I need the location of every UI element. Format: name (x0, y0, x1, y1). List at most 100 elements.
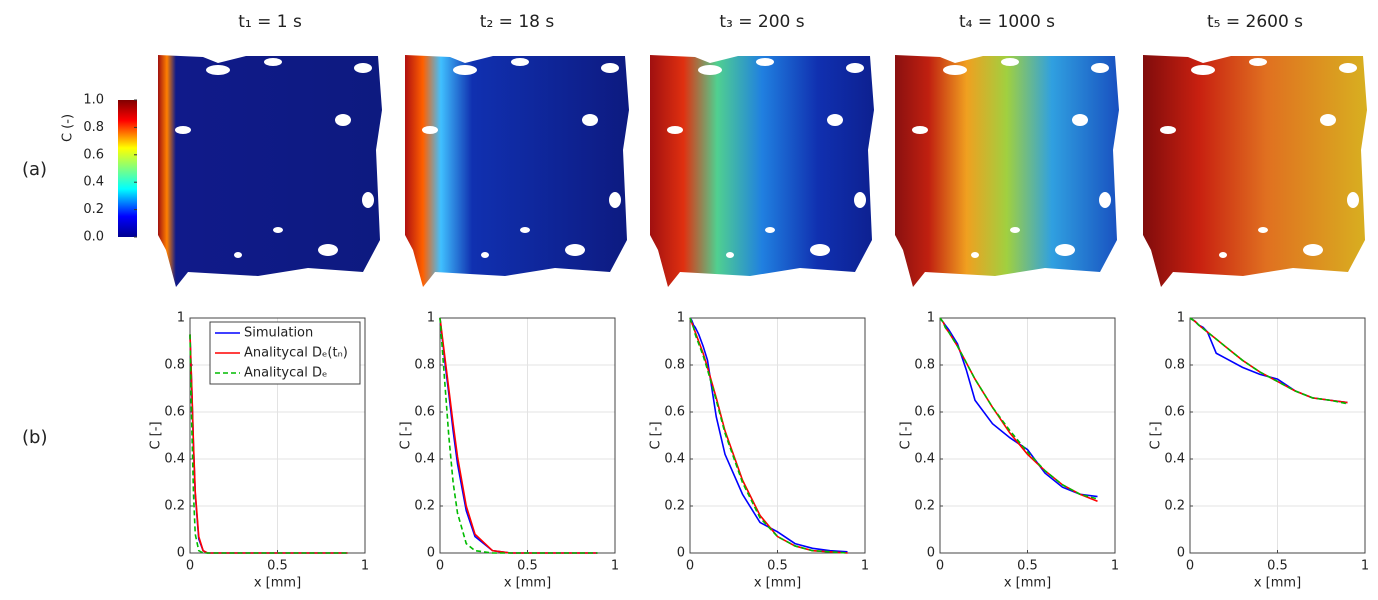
panel-label: (b) (22, 427, 47, 448)
y-tick-label: 0.2 (1164, 499, 1185, 514)
y-tick-label: 0.8 (914, 358, 935, 373)
y-tick-label: 1 (927, 311, 935, 326)
pore (318, 244, 338, 256)
y-tick-label: 0.6 (664, 405, 685, 420)
pore (810, 244, 830, 256)
pore (273, 227, 283, 233)
y-tick-label: 0.2 (664, 499, 685, 514)
snapshot-title: t₁ = 1 s (238, 12, 302, 32)
pore (234, 252, 242, 258)
y-tick-label: 0 (927, 546, 935, 561)
y-tick-label: 0 (177, 546, 185, 561)
series-line (439, 317, 598, 554)
y-tick-label: 0.8 (1164, 358, 1185, 373)
pore (1339, 63, 1357, 73)
x-tick-label: 0 (186, 559, 194, 574)
x-tick-label: 1 (611, 559, 619, 574)
y-axis-label: C [-] (649, 421, 664, 449)
colorbar-tick-label: 0.0 (83, 230, 104, 245)
pore (609, 192, 621, 208)
series-line (189, 334, 348, 554)
pore (756, 58, 774, 66)
y-tick-label: 0 (677, 546, 685, 561)
axes-frame (939, 317, 1116, 554)
x-tick-label: 0.5 (1267, 559, 1288, 574)
x-tick-label: 0 (1186, 559, 1194, 574)
y-tick-label: 0.4 (1164, 452, 1185, 467)
y-tick-label: 1 (677, 311, 685, 326)
y-tick-label: 0.8 (414, 358, 435, 373)
pore (511, 58, 529, 66)
pore (698, 65, 722, 75)
y-tick-label: 0.2 (414, 499, 435, 514)
pore (912, 126, 928, 134)
pore (422, 126, 438, 134)
pore (1258, 227, 1268, 233)
series-line (689, 317, 848, 554)
panel-label: (a) (22, 159, 47, 180)
y-tick-label: 0.6 (414, 405, 435, 420)
pore (1219, 252, 1227, 258)
y-axis-label: C [-] (399, 421, 414, 449)
x-tick-label: 1 (361, 559, 369, 574)
y-tick-label: 0.6 (1164, 405, 1185, 420)
colorbar-tick-label: 0.4 (83, 175, 104, 190)
x-axis-label: x [mm] (504, 576, 551, 591)
pore (520, 227, 530, 233)
x-tick-label: 1 (861, 559, 869, 574)
y-tick-label: 0 (1177, 546, 1185, 561)
snapshot-title: t₂ = 18 s (480, 12, 555, 32)
axes-frame (1189, 317, 1366, 554)
pore (264, 58, 282, 66)
concentration-map (405, 55, 629, 287)
y-tick-label: 0.6 (914, 405, 935, 420)
pore (1091, 63, 1109, 73)
pore (601, 63, 619, 73)
legend-label: Simulation (244, 326, 313, 341)
colorbar-tick-label: 1.0 (83, 93, 104, 108)
pore (943, 65, 967, 75)
y-tick-label: 0.4 (164, 452, 185, 467)
y-tick-label: 1 (177, 311, 185, 326)
colorbar-tick-label: 0.6 (83, 147, 104, 162)
concentration-map (895, 55, 1119, 287)
concentration-map (650, 55, 874, 287)
y-tick-label: 0.2 (164, 499, 185, 514)
pore (1072, 114, 1088, 126)
legend-label: Analitycal Dₑ (244, 366, 327, 381)
legend-label: Analitycal Dₑ(tₙ) (244, 346, 348, 361)
pore (1191, 65, 1215, 75)
pore (971, 252, 979, 258)
snapshot-title: t₄ = 1000 s (959, 12, 1055, 32)
snapshot-title: t₃ = 200 s (719, 12, 804, 32)
pore (453, 65, 477, 75)
x-axis-label: x [mm] (254, 576, 301, 591)
concentration-map (158, 55, 382, 287)
y-tick-label: 0.4 (414, 452, 435, 467)
y-tick-label: 1 (1177, 311, 1185, 326)
colorbar-tick-label: 0.8 (83, 120, 104, 135)
pore (582, 114, 598, 126)
pore (827, 114, 843, 126)
colorbar-tick-label: 0.2 (83, 202, 104, 217)
pore (854, 192, 866, 208)
pore (1249, 58, 1267, 66)
snapshot-title: t₅ = 2600 s (1207, 12, 1303, 32)
pore (1099, 192, 1111, 208)
series-line (1189, 317, 1348, 405)
pore (565, 244, 585, 256)
x-tick-label: 0 (936, 559, 944, 574)
pore (846, 63, 864, 73)
pore (1055, 244, 1075, 256)
y-axis-label: C [-] (1149, 421, 1164, 449)
pore (481, 252, 489, 258)
pore (354, 63, 372, 73)
pore (1303, 244, 1323, 256)
x-tick-label: 0.5 (267, 559, 288, 574)
x-tick-label: 1 (1361, 559, 1369, 574)
y-tick-label: 0.6 (164, 405, 185, 420)
colorbar (118, 100, 137, 237)
pore (667, 126, 683, 134)
